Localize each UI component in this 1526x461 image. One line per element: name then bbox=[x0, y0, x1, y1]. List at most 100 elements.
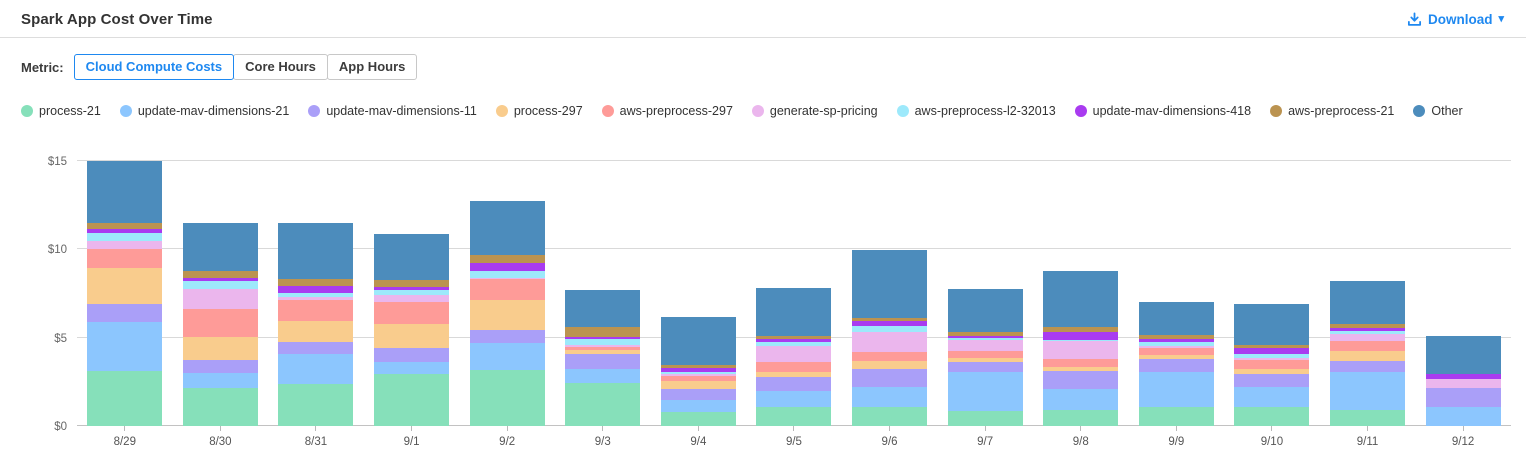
stacked-bar-9-6[interactable] bbox=[852, 250, 928, 426]
bar-segment-update-mav-dimensions-11[interactable] bbox=[469, 329, 545, 343]
bar-segment-generate-sp-pricing[interactable] bbox=[1234, 358, 1310, 360]
bar-segment-process-297[interactable] bbox=[565, 350, 641, 354]
bar-segment-aws-preprocess-297[interactable] bbox=[1330, 341, 1406, 351]
bar-segment-update-mav-dimensions-418[interactable] bbox=[947, 335, 1023, 338]
bar-segment-aws-preprocess-297[interactable] bbox=[278, 299, 354, 321]
legend-item-update-mav-dimensions-11[interactable]: update-mav-dimensions-11 bbox=[308, 104, 477, 118]
bar-segment-process-21[interactable] bbox=[87, 371, 163, 426]
bar-segment-aws-preprocess-297[interactable] bbox=[469, 278, 545, 300]
bar-segment-aws-preprocess-l2-32013[interactable] bbox=[565, 339, 641, 345]
bar-segment-process-297[interactable] bbox=[1234, 368, 1310, 374]
bar-segment-process-297[interactable] bbox=[87, 267, 163, 305]
bar-segment-update-mav-dimensions-21[interactable] bbox=[660, 400, 736, 412]
bar-segment-aws-preprocess-21[interactable] bbox=[947, 332, 1023, 336]
bar-segment-update-mav-dimensions-21[interactable] bbox=[1234, 387, 1310, 408]
bar-segment-aws-preprocess-297[interactable] bbox=[565, 346, 641, 351]
stacked-bar-9-4[interactable] bbox=[660, 317, 736, 426]
bar-segment-other[interactable] bbox=[1330, 281, 1406, 324]
legend-item-process-297[interactable]: process-297 bbox=[495, 104, 583, 118]
stacked-bar-8-31[interactable] bbox=[278, 222, 354, 426]
bar-segment-process-21[interactable] bbox=[374, 373, 450, 426]
stacked-bar-9-7[interactable] bbox=[947, 289, 1023, 426]
bar-segment-generate-sp-pricing[interactable] bbox=[182, 289, 258, 309]
legend-item-aws-preprocess-21[interactable]: aws-preprocess-21 bbox=[1270, 104, 1394, 118]
bar-segment-process-297[interactable] bbox=[660, 381, 736, 389]
bar-segment-update-mav-dimensions-21[interactable] bbox=[947, 372, 1023, 411]
bar-segment-update-mav-dimensions-418[interactable] bbox=[1234, 348, 1310, 355]
bar-segment-aws-preprocess-21[interactable] bbox=[87, 222, 163, 230]
bar-segment-update-mav-dimensions-21[interactable] bbox=[1043, 388, 1119, 411]
bar-segment-aws-preprocess-l2-32013[interactable] bbox=[1138, 342, 1214, 346]
bar-segment-update-mav-dimensions-418[interactable] bbox=[1043, 331, 1119, 340]
bar-segment-update-mav-dimensions-11[interactable] bbox=[947, 362, 1023, 373]
bar-segment-aws-preprocess-l2-32013[interactable] bbox=[852, 326, 928, 332]
bar-segment-aws-preprocess-21[interactable] bbox=[1234, 344, 1310, 349]
bar-segment-aws-preprocess-l2-32013[interactable] bbox=[87, 232, 163, 241]
bar-segment-other[interactable] bbox=[374, 233, 450, 281]
bar-segment-update-mav-dimensions-11[interactable] bbox=[87, 304, 163, 322]
bar-segment-other[interactable] bbox=[1138, 301, 1214, 336]
bar-segment-update-mav-dimensions-11[interactable] bbox=[565, 353, 641, 370]
bar-segment-update-mav-dimensions-11[interactable] bbox=[278, 342, 354, 355]
bar-segment-process-297[interactable] bbox=[1043, 366, 1119, 372]
bar-segment-aws-preprocess-21[interactable] bbox=[1330, 323, 1406, 329]
bar-segment-process-21[interactable] bbox=[756, 406, 832, 426]
bar-segment-generate-sp-pricing[interactable] bbox=[947, 340, 1023, 351]
bar-segment-aws-preprocess-297[interactable] bbox=[852, 351, 928, 361]
bar-segment-aws-preprocess-l2-32013[interactable] bbox=[1043, 339, 1119, 342]
bar-segment-update-mav-dimensions-11[interactable] bbox=[852, 369, 928, 388]
bar-segment-process-297[interactable] bbox=[756, 372, 832, 378]
bar-segment-generate-sp-pricing[interactable] bbox=[1138, 345, 1214, 349]
bar-segment-aws-preprocess-297[interactable] bbox=[1138, 348, 1214, 356]
bar-segment-aws-preprocess-21[interactable] bbox=[660, 365, 736, 368]
bar-segment-other[interactable] bbox=[278, 222, 354, 279]
bar-segment-aws-preprocess-297[interactable] bbox=[87, 249, 163, 268]
stacked-bar-8-30[interactable] bbox=[182, 222, 258, 426]
legend-item-update-mav-dimensions-21[interactable]: update-mav-dimensions-21 bbox=[119, 104, 289, 118]
bar-segment-aws-preprocess-21[interactable] bbox=[182, 270, 258, 278]
legend-item-aws-preprocess-297[interactable]: aws-preprocess-297 bbox=[601, 104, 733, 118]
bar-segment-aws-preprocess-l2-32013[interactable] bbox=[469, 270, 545, 278]
stacked-bar-9-1[interactable] bbox=[374, 233, 450, 426]
stacked-bar-9-12[interactable] bbox=[1425, 335, 1501, 426]
bar-segment-update-mav-dimensions-11[interactable] bbox=[374, 348, 450, 363]
legend-item-process-21[interactable]: process-21 bbox=[21, 104, 101, 118]
bar-segment-process-21[interactable] bbox=[565, 382, 641, 426]
bar-segment-other[interactable] bbox=[182, 222, 258, 271]
bar-segment-process-21[interactable] bbox=[1138, 407, 1214, 426]
bar-segment-update-mav-dimensions-418[interactable] bbox=[469, 262, 545, 271]
bar-segment-other[interactable] bbox=[1234, 304, 1310, 345]
bar-segment-update-mav-dimensions-418[interactable] bbox=[660, 367, 736, 373]
bar-segment-update-mav-dimensions-418[interactable] bbox=[1425, 373, 1501, 380]
stacked-bar-9-5[interactable] bbox=[756, 288, 832, 426]
bar-segment-process-297[interactable] bbox=[374, 324, 450, 349]
bar-segment-other[interactable] bbox=[852, 250, 928, 319]
stacked-bar-9-2[interactable] bbox=[469, 200, 545, 426]
bar-segment-aws-preprocess-297[interactable] bbox=[374, 301, 450, 325]
bar-segment-generate-sp-pricing[interactable] bbox=[374, 295, 450, 302]
bar-segment-other[interactable] bbox=[660, 317, 736, 366]
bar-segment-generate-sp-pricing[interactable] bbox=[87, 240, 163, 250]
bar-segment-generate-sp-pricing[interactable] bbox=[278, 297, 354, 300]
bar-segment-aws-preprocess-297[interactable] bbox=[1043, 358, 1119, 367]
bar-segment-process-297[interactable] bbox=[469, 299, 545, 330]
bar-segment-generate-sp-pricing[interactable] bbox=[756, 345, 832, 363]
bar-segment-update-mav-dimensions-21[interactable] bbox=[278, 354, 354, 384]
bar-segment-process-21[interactable] bbox=[1043, 410, 1119, 426]
bar-segment-aws-preprocess-l2-32013[interactable] bbox=[1330, 330, 1406, 335]
bar-segment-update-mav-dimensions-21[interactable] bbox=[852, 387, 928, 408]
bar-segment-update-mav-dimensions-418[interactable] bbox=[374, 286, 450, 291]
bar-segment-update-mav-dimensions-21[interactable] bbox=[1138, 372, 1214, 408]
legend-item-other[interactable]: Other bbox=[1413, 104, 1463, 118]
stacked-bar-9-8[interactable] bbox=[1043, 270, 1119, 426]
bar-segment-update-mav-dimensions-11[interactable] bbox=[1234, 373, 1310, 388]
bar-segment-aws-preprocess-297[interactable] bbox=[1234, 359, 1310, 369]
bar-segment-other[interactable] bbox=[1043, 270, 1119, 328]
bar-segment-process-21[interactable] bbox=[947, 410, 1023, 426]
bar-segment-update-mav-dimensions-418[interactable] bbox=[87, 229, 163, 233]
bar-segment-aws-preprocess-l2-32013[interactable] bbox=[374, 290, 450, 296]
bar-segment-generate-sp-pricing[interactable] bbox=[660, 373, 736, 376]
legend-item-update-mav-dimensions-418[interactable]: update-mav-dimensions-418 bbox=[1074, 104, 1251, 118]
stacked-bar-8-29[interactable] bbox=[87, 161, 163, 426]
bar-segment-other[interactable] bbox=[756, 288, 832, 336]
